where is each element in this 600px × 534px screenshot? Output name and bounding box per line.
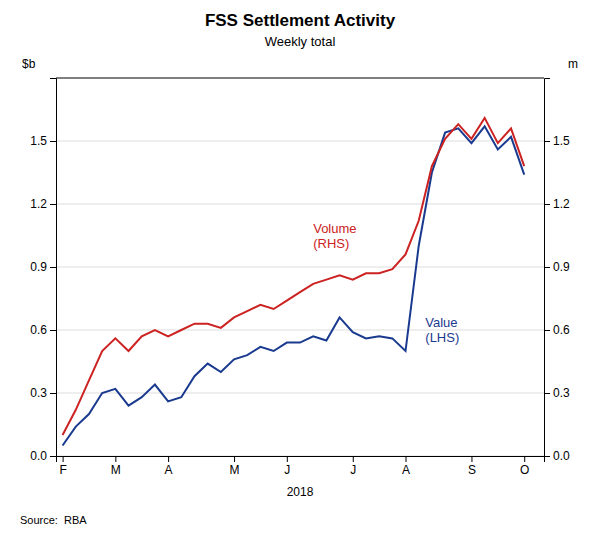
tick: F — [59, 456, 66, 477]
axis-line — [545, 79, 551, 457]
tick: 0.0 — [30, 449, 56, 463]
annotation: Value(LHS) — [425, 315, 459, 345]
tick-label: 0.9 — [30, 260, 47, 274]
tick: O — [520, 456, 529, 477]
y2-axis: 0.0 0.3 0.6 0.9 1.2 1.5 — [544, 79, 570, 464]
tick-mark — [168, 456, 169, 462]
tick-label: 0.0 — [553, 449, 570, 463]
tick-label: M — [230, 463, 240, 477]
tick-label: A — [165, 463, 173, 477]
tick-label: J — [350, 463, 356, 477]
tick-mark — [544, 456, 550, 457]
tick-mark — [234, 456, 235, 462]
tick: 1.2 — [544, 197, 570, 211]
tick-label: 0.6 — [553, 323, 570, 337]
tick: 1.5 — [544, 134, 570, 148]
tick-mark — [115, 456, 116, 462]
y-axis-label: $b — [22, 57, 36, 71]
tick-mark — [63, 456, 64, 462]
plot: F M A M J J A S O 0.0 0.3 0.6 0.9 1.2 1.5 0.0 0.3 0.6 0.9 1… — [30, 78, 570, 477]
grid-line — [56, 204, 544, 205]
tick-mark — [471, 456, 472, 462]
tick-mark — [544, 267, 550, 268]
tick-mark — [50, 204, 56, 205]
tick-label: 1.2 — [553, 197, 570, 211]
annotation-line: Value — [425, 315, 457, 330]
tick-mark — [50, 456, 56, 457]
x-axis-label: 2018 — [287, 485, 314, 499]
tick-label: 0.3 — [30, 386, 47, 400]
axis-line — [57, 457, 545, 463]
tick-label: M — [111, 463, 121, 477]
tick-label: 0.9 — [553, 260, 570, 274]
tick-label: 1.2 — [30, 197, 47, 211]
tick: M — [230, 456, 240, 477]
tick-mark — [50, 393, 56, 394]
tick: 0.3 — [30, 386, 56, 400]
tick: A — [165, 456, 173, 477]
grid-line — [56, 267, 544, 268]
subtitle: Weekly total — [265, 34, 336, 49]
tick-mark — [287, 456, 288, 462]
tick: 1.5 — [30, 134, 56, 148]
series-line — [63, 118, 525, 435]
tick: S — [468, 456, 476, 477]
tick: 0.3 — [544, 386, 570, 400]
grid — [56, 141, 544, 456]
series-line — [63, 126, 525, 445]
tick-mark — [544, 330, 550, 331]
tick-label: 0.0 — [30, 449, 47, 463]
tick-label: F — [59, 463, 66, 477]
tick-label: 1.5 — [30, 134, 47, 148]
annotation-line: (RHS) — [313, 236, 349, 251]
tick: 0.9 — [544, 260, 570, 274]
tick-mark — [544, 141, 550, 142]
tick-mark — [50, 267, 56, 268]
tick-label: S — [468, 463, 476, 477]
tick: 0.0 — [544, 449, 570, 463]
annotations: Volume(RHS) Value(LHS) — [313, 221, 459, 345]
x-axis: FMAMJJASO — [57, 456, 545, 477]
tick-label: 0.6 — [30, 323, 47, 337]
chart: F M A M J J A S O 0.0 0.3 0.6 0.9 1.2 1.5 0.0 0.3 0.6 0.9 1… — [0, 0, 600, 534]
y2-axis-label: m — [568, 57, 578, 71]
source: Source: RBA — [20, 514, 87, 526]
tick-mark — [544, 393, 550, 394]
title: FSS Settlement Activity — [205, 11, 396, 30]
tick: 1.2 — [30, 197, 56, 211]
tick-label: O — [520, 463, 529, 477]
annotation-line: Volume — [313, 221, 356, 236]
axis-line — [50, 79, 57, 457]
tick-mark — [544, 204, 550, 205]
frame-line — [56, 78, 544, 79]
tick: M — [111, 456, 121, 477]
tick-mark — [50, 330, 56, 331]
tick-label: J — [284, 463, 290, 477]
lines — [63, 118, 525, 446]
tick-mark — [50, 141, 56, 142]
tick: J — [350, 456, 356, 477]
tick: 0.6 — [544, 323, 570, 337]
tick-mark — [353, 456, 354, 462]
y-axis: 0.0 0.3 0.6 0.9 1.2 1.5 — [30, 79, 56, 464]
tick: 0.9 — [30, 260, 56, 274]
grid-line — [56, 330, 544, 331]
tick-label: 0.3 — [553, 386, 570, 400]
annotation-line: (LHS) — [425, 330, 459, 345]
tick-label: A — [402, 463, 410, 477]
tick-label: 1.5 — [553, 134, 570, 148]
tick: J — [284, 456, 290, 477]
grid-line — [56, 393, 544, 394]
tick-mark — [524, 456, 525, 462]
tick-mark — [406, 456, 407, 462]
annotation: Volume(RHS) — [313, 221, 356, 251]
tick: 0.6 — [30, 323, 56, 337]
tick: A — [402, 456, 410, 477]
